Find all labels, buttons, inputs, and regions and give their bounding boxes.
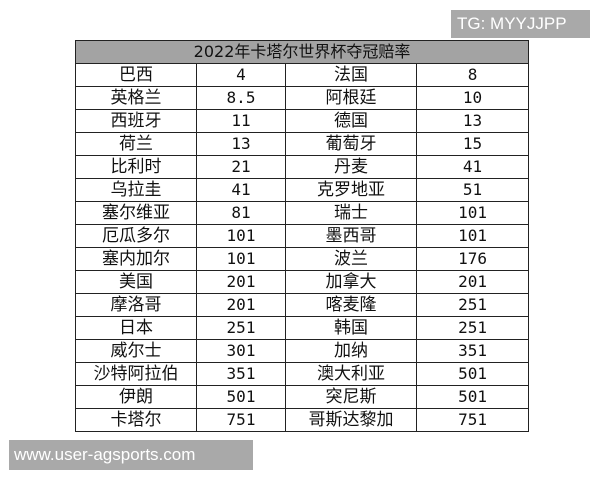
team-name: 突尼斯 [285, 385, 417, 409]
team-name: 比利时 [75, 155, 197, 179]
table-row: 日本 251 韩国 251 [75, 316, 530, 340]
table-row: 乌拉圭 41 克罗地亚 51 [75, 178, 530, 202]
odds-table: 2022年卡塔尔世界杯夺冠赔率 巴西 4 法国 8 英格兰 8.5 阿根廷 10 西班牙 11 德国… [74, 40, 530, 432]
odds-value: 101 [196, 224, 286, 248]
table-row: 英格兰 8.5 阿根廷 10 [75, 86, 530, 110]
odds-value: 201 [196, 293, 286, 317]
odds-value: 251 [415, 293, 530, 317]
team-name: 塞尔维亚 [75, 201, 197, 225]
table-row: 沙特阿拉伯 351 澳大利亚 501 [75, 362, 530, 386]
table-row: 塞尔维亚 81 瑞士 101 [75, 201, 530, 225]
team-name: 荷兰 [75, 132, 197, 156]
table-row: 卡塔尔 751 哥斯达黎加 751 [75, 408, 530, 432]
team-name: 阿根廷 [285, 86, 417, 110]
odds-value: 501 [196, 385, 286, 409]
odds-value: 251 [196, 316, 286, 340]
team-name: 巴西 [75, 63, 197, 87]
odds-value: 15 [415, 132, 530, 156]
team-name: 喀麦隆 [285, 293, 417, 317]
team-name: 澳大利亚 [285, 362, 417, 386]
odds-value: 101 [415, 224, 530, 248]
team-name: 日本 [75, 316, 197, 340]
team-name: 克罗地亚 [285, 178, 417, 202]
table-row: 巴西 4 法国 8 [75, 63, 530, 87]
odds-value: 351 [196, 362, 286, 386]
odds-value: 501 [415, 362, 530, 386]
team-name: 卡塔尔 [75, 408, 197, 432]
odds-value: 10 [415, 86, 530, 110]
team-name: 摩洛哥 [75, 293, 197, 317]
odds-value: 351 [415, 339, 530, 363]
odds-value: 13 [415, 109, 530, 133]
odds-value: 201 [196, 270, 286, 294]
odds-value: 41 [415, 155, 530, 179]
team-name: 波兰 [285, 247, 417, 271]
odds-value: 301 [196, 339, 286, 363]
watermark-telegram: TG: MYYJJPP [451, 10, 590, 38]
team-name: 沙特阿拉伯 [75, 362, 197, 386]
team-name: 法国 [285, 63, 417, 87]
table-title-row: 2022年卡塔尔世界杯夺冠赔率 [74, 40, 530, 64]
odds-value: 101 [415, 201, 530, 225]
table-row: 塞内加尔 101 波兰 176 [75, 247, 530, 271]
team-name: 塞内加尔 [75, 247, 197, 271]
table-title: 2022年卡塔尔世界杯夺冠赔率 [74, 40, 530, 64]
odds-value: 8 [415, 63, 530, 87]
odds-value: 751 [196, 408, 286, 432]
table-body: 巴西 4 法国 8 英格兰 8.5 阿根廷 10 西班牙 11 德国 13 荷兰 13 葡萄牙 15 比利时 21… [75, 63, 530, 432]
team-name: 西班牙 [75, 109, 197, 133]
table-row: 伊朗 501 突尼斯 501 [75, 385, 530, 409]
team-name: 加纳 [285, 339, 417, 363]
odds-value: 251 [415, 316, 530, 340]
team-name: 英格兰 [75, 86, 197, 110]
team-name: 乌拉圭 [75, 178, 197, 202]
table-row: 摩洛哥 201 喀麦隆 251 [75, 293, 530, 317]
table-row: 荷兰 13 葡萄牙 15 [75, 132, 530, 156]
odds-value: 51 [415, 178, 530, 202]
team-name: 加拿大 [285, 270, 417, 294]
table-row: 西班牙 11 德国 13 [75, 109, 530, 133]
table-row: 威尔士 301 加纳 351 [75, 339, 530, 363]
team-name: 伊朗 [75, 385, 197, 409]
team-name: 丹麦 [285, 155, 417, 179]
odds-value: 501 [415, 385, 530, 409]
team-name: 瑞士 [285, 201, 417, 225]
odds-value: 101 [196, 247, 286, 271]
odds-value: 201 [415, 270, 530, 294]
odds-value: 41 [196, 178, 286, 202]
table-row: 比利时 21 丹麦 41 [75, 155, 530, 179]
team-name: 墨西哥 [285, 224, 417, 248]
team-name: 厄瓜多尔 [75, 224, 197, 248]
odds-value: 13 [196, 132, 286, 156]
odds-value: 176 [415, 247, 530, 271]
team-name: 葡萄牙 [285, 132, 417, 156]
odds-value: 4 [196, 63, 286, 87]
table-row: 厄瓜多尔 101 墨西哥 101 [75, 224, 530, 248]
watermark-website: www.user-agsports.com [9, 440, 253, 470]
team-name: 威尔士 [75, 339, 197, 363]
team-name: 德国 [285, 109, 417, 133]
team-name: 哥斯达黎加 [285, 408, 417, 432]
team-name: 美国 [75, 270, 197, 294]
odds-value: 81 [196, 201, 286, 225]
team-name: 韩国 [285, 316, 417, 340]
table-row: 美国 201 加拿大 201 [75, 270, 530, 294]
odds-value: 751 [415, 408, 530, 432]
odds-value: 21 [196, 155, 286, 179]
odds-value: 11 [196, 109, 286, 133]
odds-value: 8.5 [196, 86, 286, 110]
